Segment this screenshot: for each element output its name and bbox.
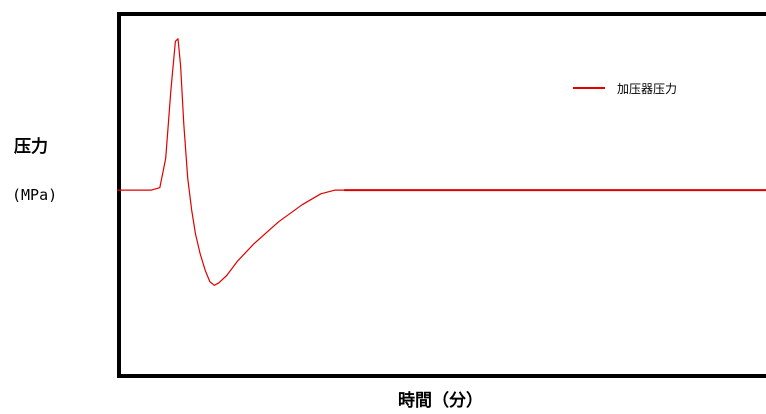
y-axis-unit: (MPa) — [12, 186, 58, 204]
x-axis-label: 時間（分） — [398, 391, 483, 411]
plot-border — [117, 12, 766, 378]
plot-frame — [117, 12, 766, 378]
y-axis-label: 压力 — [14, 137, 48, 157]
legend-label: 加压器压力 — [617, 82, 678, 96]
series-group — [117, 38, 766, 286]
series-line-0 — [117, 38, 766, 286]
